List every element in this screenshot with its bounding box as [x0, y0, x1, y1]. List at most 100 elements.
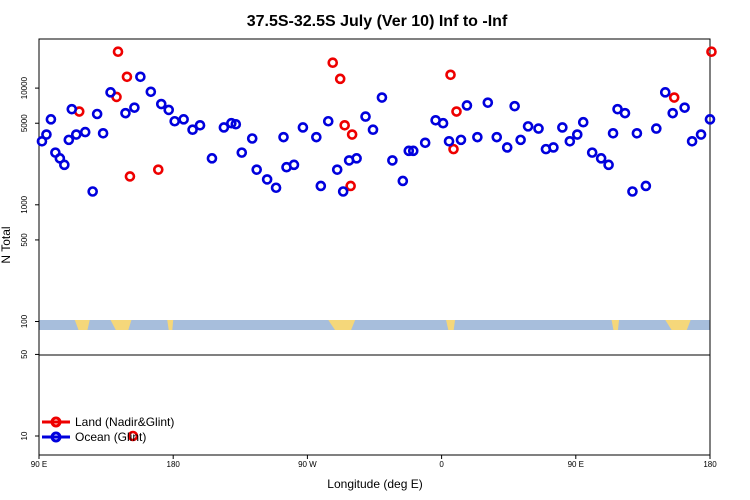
ocean-point	[640, 180, 652, 192]
ocean-point	[97, 127, 109, 139]
ocean-point	[246, 133, 258, 144]
ocean-point	[419, 137, 431, 149]
ocean-point	[472, 131, 483, 143]
ocean-point	[45, 114, 57, 125]
ocean-point	[515, 134, 526, 146]
land-point	[112, 46, 124, 58]
ocean-point	[564, 136, 576, 147]
ocean-point	[135, 71, 146, 83]
land-point	[706, 46, 717, 58]
ocean-point	[194, 119, 206, 131]
y-tick-label: 1000	[20, 195, 29, 213]
ocean-point	[595, 153, 607, 164]
ocean-point	[607, 127, 619, 139]
ocean-point	[337, 186, 349, 197]
ocean-point	[631, 127, 643, 139]
ocean-point	[603, 159, 614, 171]
ocean-point	[501, 142, 513, 153]
legend-ocean-label: Ocean (Glint)	[75, 430, 146, 444]
ocean-point	[367, 124, 379, 136]
land-point	[448, 143, 459, 155]
ocean-point	[70, 129, 82, 140]
ocean-point	[178, 114, 189, 125]
ocean-point	[105, 87, 116, 98]
land-point	[346, 129, 358, 140]
ocean-point	[311, 131, 322, 143]
y-tick-label: 50	[20, 349, 29, 358]
data-points	[36, 46, 717, 442]
legend: Land (Nadir&Glint) Ocean (Glint)	[42, 415, 174, 444]
ocean-point	[206, 153, 218, 164]
ocean-point	[251, 164, 263, 175]
y-tick-label: 5000	[20, 114, 29, 132]
ocean-point	[63, 134, 75, 146]
ocean-point	[218, 122, 230, 133]
ocean-point	[278, 131, 289, 143]
ocean-point	[351, 153, 362, 164]
y-tick-label: 10	[20, 431, 29, 440]
land-point	[334, 73, 346, 85]
ocean-point	[120, 107, 131, 119]
land-point	[152, 164, 164, 175]
ocean-point	[129, 102, 140, 113]
land-point	[345, 180, 356, 192]
ocean-point	[403, 145, 415, 157]
y-tick-label: 10000	[20, 76, 29, 99]
ocean-point	[187, 124, 198, 136]
ocean-point	[509, 100, 520, 112]
x-tick-label: 180	[167, 460, 181, 469]
ocean-point	[455, 134, 467, 146]
ocean-point	[397, 175, 409, 187]
upper-plot-frame	[38, 38, 711, 356]
x-tick-label: 0	[439, 460, 444, 469]
ocean-point	[145, 86, 157, 98]
ocean-point	[163, 104, 175, 116]
y-tick-label: 500	[20, 233, 29, 247]
ocean-point	[491, 131, 503, 143]
ocean-point	[297, 122, 309, 133]
ocean-point	[571, 129, 583, 140]
legend-land-label: Land (Nadir&Glint)	[75, 415, 174, 429]
ocean-strip	[39, 320, 710, 330]
ocean-point	[651, 123, 662, 134]
land-mass	[611, 320, 620, 330]
ocean-point	[236, 147, 248, 158]
ocean-point	[695, 129, 707, 140]
land-mass	[167, 320, 174, 330]
x-axis: 90 E 180 90 W 0 90 E 180	[31, 455, 717, 469]
land-mass	[665, 320, 691, 330]
land-point	[127, 430, 139, 442]
ocean-point	[59, 159, 70, 171]
ocean-point	[387, 155, 398, 166]
ocean-point	[322, 115, 334, 127]
ocean-point	[619, 107, 631, 119]
ocean-point	[315, 180, 327, 192]
land-point	[124, 171, 136, 182]
land-point	[445, 69, 456, 81]
land-point	[668, 92, 680, 103]
legend-ocean-marker	[50, 431, 62, 443]
land-point	[327, 57, 339, 69]
ocean-point	[66, 103, 78, 115]
ocean-point	[270, 182, 282, 194]
ocean-point	[376, 92, 388, 103]
y-axis-label: N Total	[0, 226, 13, 263]
x-tick-label: 180	[703, 460, 717, 469]
ocean-point	[288, 159, 300, 171]
y-axis: 100 500 1000 5000 10000 10 50	[20, 76, 39, 440]
ocean-point	[169, 115, 180, 127]
land-mass	[74, 320, 90, 330]
land-point	[339, 119, 350, 131]
ocean-point	[437, 117, 449, 129]
ocean-point	[679, 102, 690, 113]
x-tick-label: 90 E	[31, 460, 47, 469]
ocean-point	[461, 100, 473, 111]
ocean-point	[155, 98, 167, 110]
ocean-point	[686, 136, 698, 147]
ocean-point	[667, 107, 679, 119]
land-mass	[446, 320, 456, 330]
ocean-point	[407, 145, 419, 157]
chart-title: 37.5S-32.5S July (Ver 10) Inf to -Inf	[247, 13, 508, 30]
ocean-point	[331, 164, 343, 175]
